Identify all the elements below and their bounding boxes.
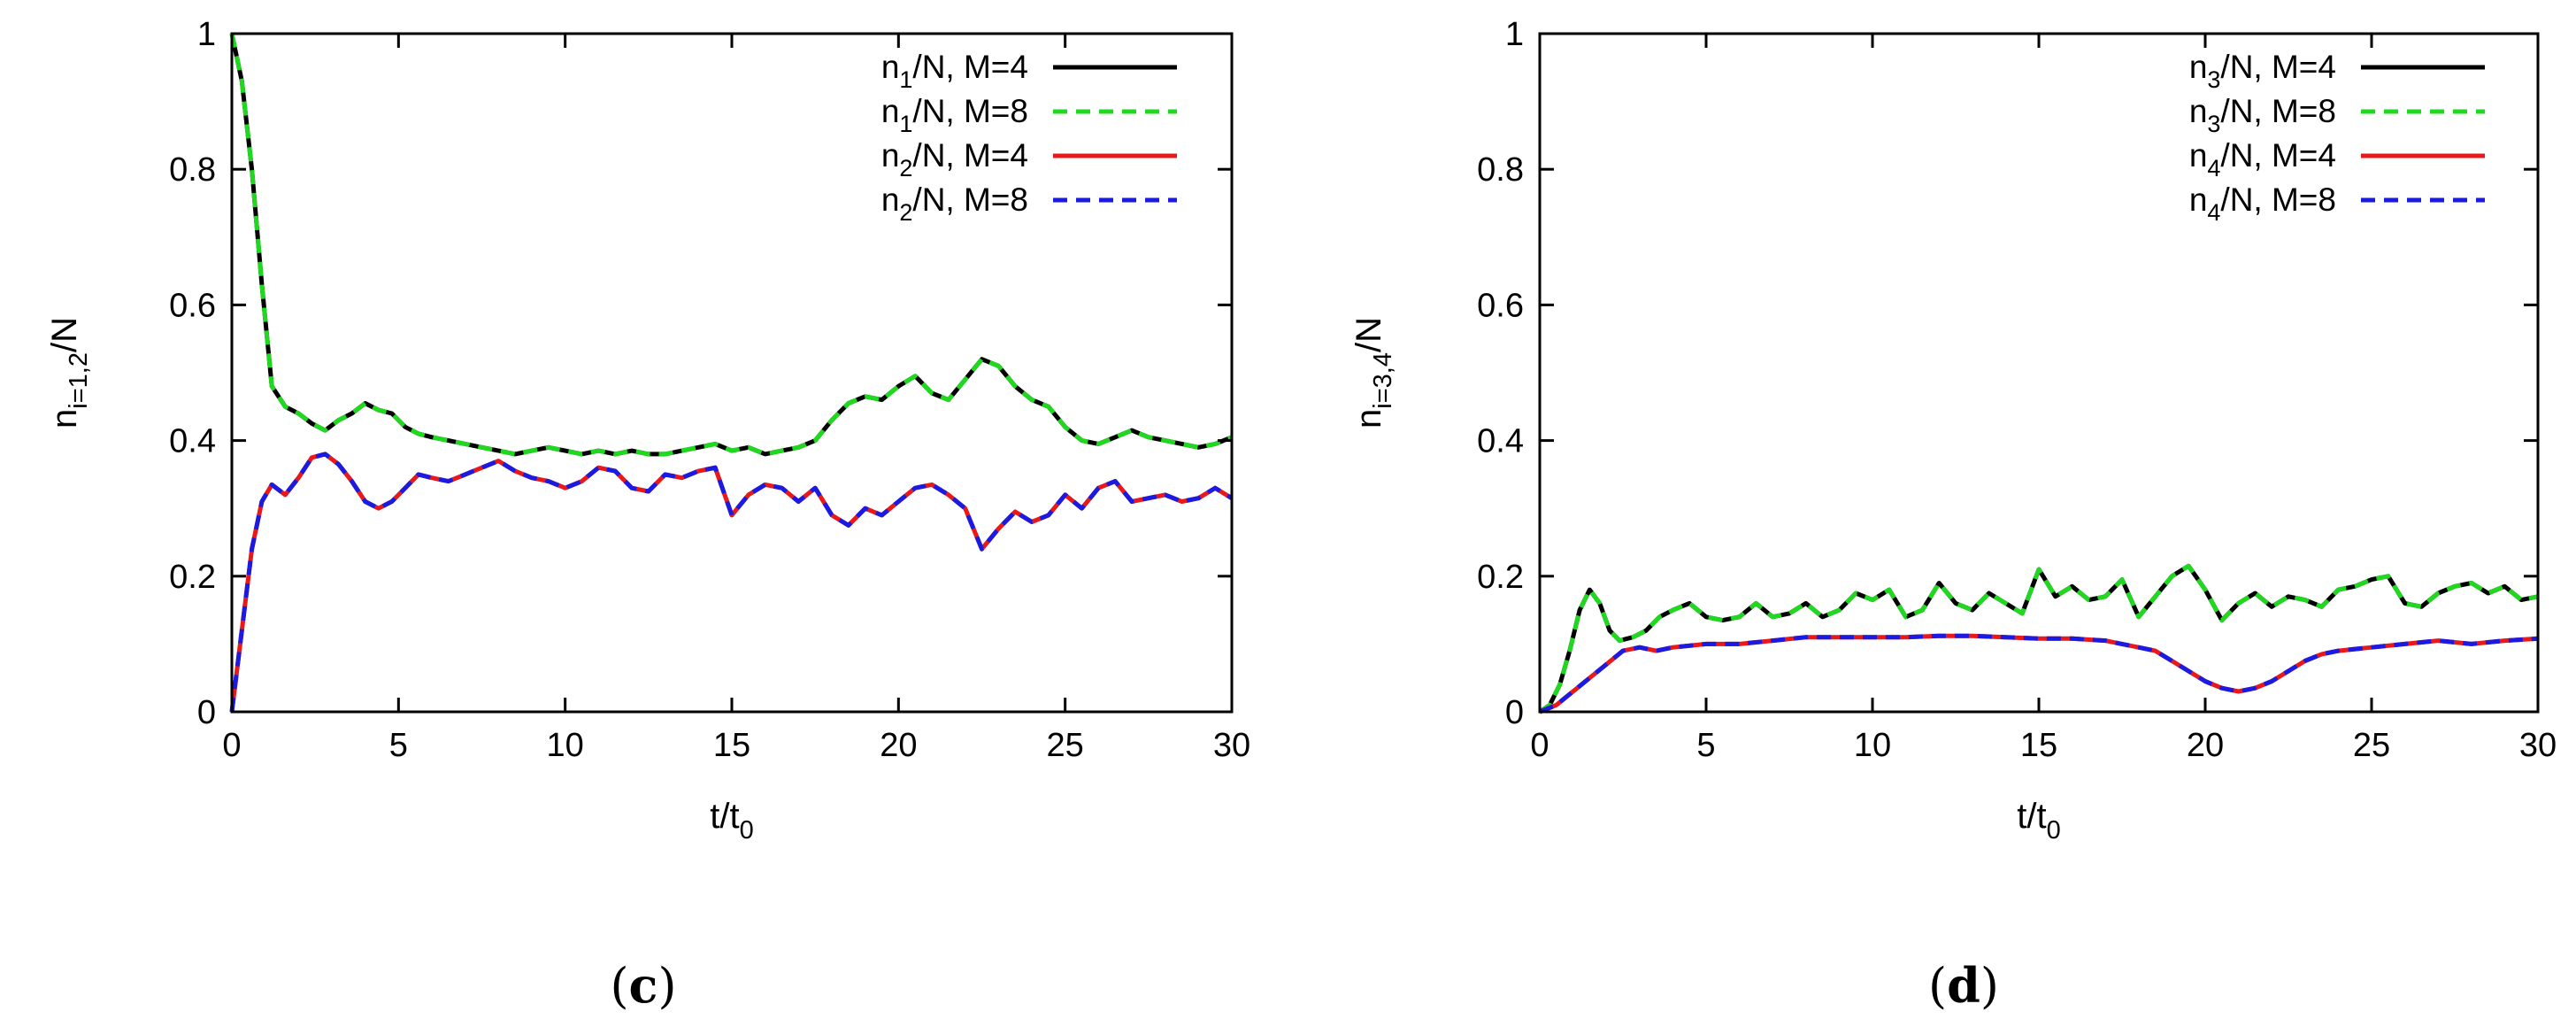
series-line-n2-nm8: [229, 452, 1234, 713]
series-line-n2-nm4: [229, 452, 1234, 713]
y-tick-label: 0.8: [169, 151, 216, 189]
panel-d-legend: n3/N, M=4 n3/N, M=8 n4/N, M=4 n4/N, M=8: [2189, 49, 2485, 226]
y-tick-label: 1: [1505, 16, 1524, 53]
legend-entry: n1/N, M=4: [881, 49, 1177, 93]
y-tick-label: 0: [1505, 694, 1524, 731]
x-tick-label: 10: [547, 727, 584, 764]
legend-entry: n2/N, M=8: [881, 181, 1177, 226]
legend-entry: n4/N, M=4: [2189, 137, 2485, 181]
legend-label: n1/N, M=8: [881, 93, 1028, 137]
x-tick-label: 5: [1696, 727, 1715, 764]
panel-d-x-axis-label: t/t0: [2017, 797, 2060, 845]
x-tick-label: 0: [1530, 727, 1549, 764]
x-tick-label: 5: [389, 727, 408, 764]
y-tick-label: 1: [197, 16, 216, 53]
x-tick-label: 20: [2187, 727, 2224, 764]
legend-entry: n2/N, M=4: [881, 137, 1177, 181]
y-tick-label: 0.6: [1477, 287, 1524, 324]
y-tick-label: 0.8: [1477, 151, 1524, 189]
panel-d-y-axis-label: ni=3,4/N: [1350, 317, 1397, 429]
x-tick-label: 20: [880, 727, 917, 764]
panel-c-frame: [230, 32, 1234, 714]
series-line-n3-nm8: [1538, 563, 2539, 714]
legend-label: n2/N, M=8: [881, 181, 1028, 226]
legend-label: n3/N, M=8: [2189, 93, 2336, 137]
panel-c-plot-area: [229, 33, 1234, 713]
y-tick-label: 0.6: [169, 287, 216, 324]
legend-label: n1/N, M=4: [881, 49, 1028, 93]
y-tick-label: 0: [197, 694, 216, 731]
panel-d-ticks: 0 5 10 15 20 25 30 0 0.2 0.4 0.6 0.8 1: [1477, 16, 2557, 764]
legend-label: n3/N, M=4: [2189, 49, 2336, 93]
legend-entry: n1/N, M=8: [881, 93, 1177, 137]
panel-d: 0 5 10 15 20 25 30 0 0.2 0.4 0.6 0.8 1 t/t0 ni=3,4/N…: [1350, 16, 2557, 1014]
y-tick-label: 0.2: [1477, 559, 1524, 596]
x-tick-label: 10: [1854, 727, 1891, 764]
panel-d-frame: [1538, 32, 2540, 714]
x-tick-label: 30: [2519, 727, 2557, 764]
legend-entry: n4/N, M=8: [2189, 181, 2485, 226]
series-line-n4-nm4: [1539, 633, 2539, 714]
panel-c-legend: n1/N, M=4 n1/N, M=8 n2/N, M=4 n2/N, M=8: [881, 49, 1177, 226]
panel-d-plot-area: [1538, 563, 2539, 714]
x-tick-label: 15: [713, 727, 750, 764]
legend-label: n4/N, M=8: [2189, 181, 2336, 226]
panel-c-y-axis-label: ni=1,2/N: [45, 317, 93, 429]
series-line-n1-nm4: [229, 33, 1233, 457]
panel-c: 0 5 10 15 20 25 30 0 0.2 0.4 0.6 0.8 1 t/t0 ni=1,2/N…: [45, 16, 1250, 1014]
panel-c-label: (c): [610, 957, 676, 1014]
legend-entry: n3/N, M=4: [2189, 49, 2485, 93]
panel-d-label: (d): [1928, 957, 1999, 1014]
x-tick-label: 25: [2353, 727, 2390, 764]
panel-c-ticks: 0 5 10 15 20 25 30 0 0.2 0.4 0.6 0.8 1: [169, 16, 1250, 764]
series-line-n1-nm8: [229, 33, 1233, 457]
x-tick-label: 15: [2020, 727, 2057, 764]
legend-entry: n3/N, M=8: [2189, 93, 2485, 137]
x-tick-label: 0: [222, 727, 241, 764]
panel-c-x-axis-label: t/t0: [710, 797, 753, 845]
y-tick-label: 0.4: [1477, 423, 1524, 460]
y-tick-label: 0.4: [169, 423, 216, 460]
x-tick-label: 30: [1213, 727, 1250, 764]
y-tick-label: 0.2: [169, 559, 216, 596]
legend-label: n2/N, M=4: [881, 137, 1028, 181]
legend-label: n4/N, M=4: [2189, 137, 2336, 181]
x-tick-label: 25: [1047, 727, 1084, 764]
